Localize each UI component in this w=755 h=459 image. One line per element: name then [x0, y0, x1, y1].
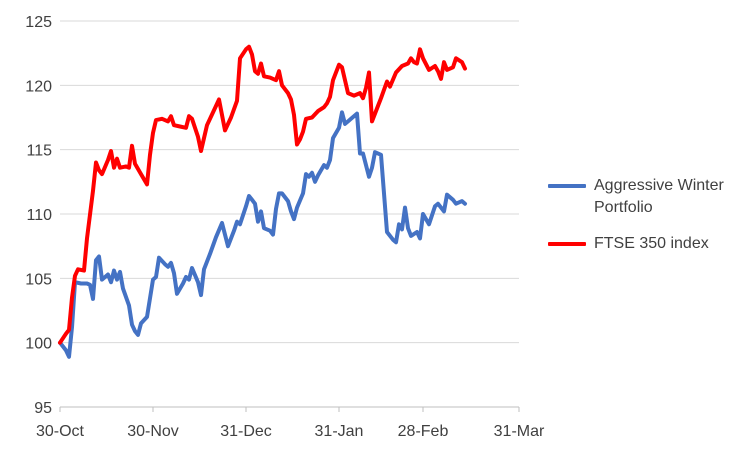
- legend-item-aggressive-winter-portfolio: Aggressive Winter Portfolio: [548, 175, 753, 219]
- series-line-ftse-350-index: [58, 44, 467, 345]
- legend-label: Aggressive Winter Portfolio: [594, 177, 724, 216]
- x-tick-label: 30-Nov: [127, 423, 179, 440]
- y-tick-label: 105: [25, 271, 52, 288]
- legend-label: FTSE 350 index: [594, 235, 709, 252]
- x-tick-label: 30-Oct: [36, 423, 85, 440]
- axes: 95 100 105 110 115 120 125 30-Oct 30-Nov 31-Dec 31…: [25, 14, 545, 440]
- legend-item-ftse-350-index: FTSE 350 index: [548, 233, 753, 255]
- x-tick-label: 31-Mar: [494, 423, 545, 440]
- y-tick-label: 120: [25, 78, 52, 95]
- y-tick-label: 115: [26, 143, 52, 160]
- y-tick-label: 110: [26, 207, 52, 224]
- x-tick-label: 31-Dec: [220, 423, 272, 440]
- series-lines: [58, 44, 467, 359]
- x-tick-label: 28-Feb: [398, 423, 449, 440]
- legend-swatch-blue: [548, 184, 586, 188]
- y-tick-label: 100: [25, 336, 52, 353]
- legend-swatch-red: [548, 242, 586, 246]
- y-tick-label: 125: [25, 14, 52, 31]
- y-tick-label: 95: [34, 400, 52, 417]
- gridlines: [60, 20, 519, 344]
- x-tick-label: 31-Jan: [315, 423, 364, 440]
- legend: Aggressive Winter Portfolio FTSE 350 ind…: [548, 175, 753, 269]
- series-line-aggressive-winter-portfolio: [58, 110, 467, 359]
